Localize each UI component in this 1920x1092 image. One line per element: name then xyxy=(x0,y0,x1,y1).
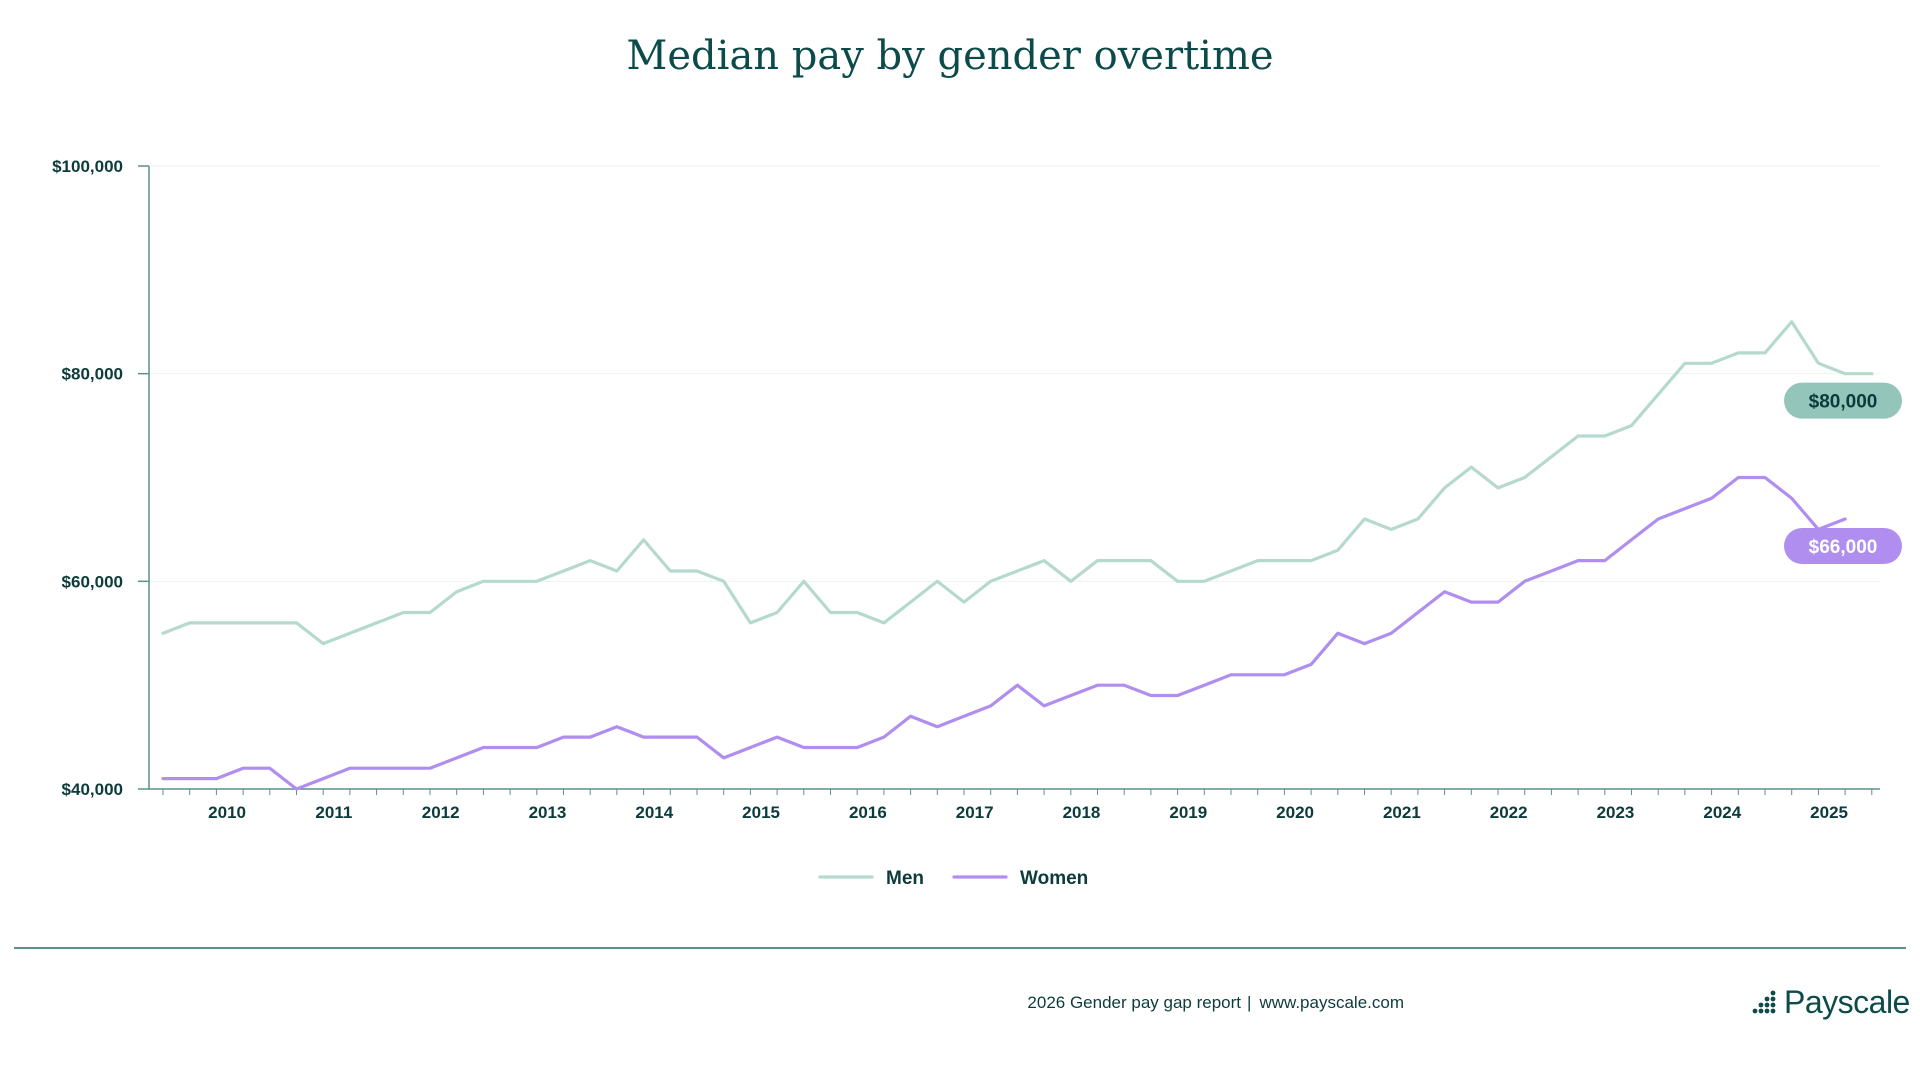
payscale-dots-icon xyxy=(1752,990,1776,1013)
x-tick-label: 2015 xyxy=(742,803,780,822)
end-value-badges: $80,000 $66,000 xyxy=(1784,382,1902,565)
legend-label-men: Men xyxy=(886,868,924,889)
x-tick-labels: 2010 2011 2012 2013 2014 2015 2016 2017 2018 2019… xyxy=(208,803,1848,822)
x-tick-label: 2020 xyxy=(1276,803,1314,822)
chart-title: Median pay by gender overtime xyxy=(626,33,1273,79)
y-tick-label: $40,000 xyxy=(62,780,123,799)
y-tick-label: $80,000 xyxy=(62,365,123,384)
x-tick-label: 2011 xyxy=(315,803,352,822)
x-tick-label: 2010 xyxy=(208,803,246,822)
x-tick-label: 2019 xyxy=(1169,803,1207,822)
x-tick-label: 2012 xyxy=(422,803,460,822)
series-line-men xyxy=(161,320,1874,646)
footer-separator: | xyxy=(1247,993,1252,1012)
end-badge-label-women: $66,000 xyxy=(1809,537,1878,558)
y-tick-labels: $40,000 $60,000 $80,000 $100,000 xyxy=(52,157,123,799)
x-tick-label: 2016 xyxy=(849,803,887,822)
axes xyxy=(138,165,1880,795)
footer-report-title: 2026 Gender pay gap report xyxy=(1027,993,1242,1012)
x-tick-label: 2024 xyxy=(1703,803,1741,822)
footer-divider xyxy=(14,947,1906,949)
end-badge-women xyxy=(1784,528,1902,565)
footer-text: 2026 Gender pay gap report | www.payscale.… xyxy=(1027,993,1404,1013)
y-tick-label: $100,000 xyxy=(52,157,123,176)
x-tick-label: 2025 xyxy=(1810,803,1848,822)
payscale-logo: Payscale xyxy=(1752,984,1910,1021)
legend-label-women: Women xyxy=(1020,868,1088,889)
series-line-women xyxy=(161,475,1847,791)
x-tick-label: 2014 xyxy=(635,803,673,822)
payscale-brand-name: Payscale xyxy=(1784,984,1910,1020)
end-badge-label-men: $80,000 xyxy=(1809,392,1878,413)
x-tick-label: 2017 xyxy=(956,803,994,822)
x-tick-label: 2022 xyxy=(1490,803,1528,822)
y-tick-label: $60,000 xyxy=(62,572,123,591)
chart: Median pay by gender overtime $40,000 $60… xyxy=(52,33,1902,889)
x-tick-label: 2021 xyxy=(1383,803,1421,822)
series-lines xyxy=(161,320,1874,791)
footer-url-link[interactable]: www.payscale.com xyxy=(1259,993,1404,1012)
legend: Men Women xyxy=(818,868,1088,889)
x-tick-label: 2018 xyxy=(1063,803,1101,822)
x-tick-label: 2013 xyxy=(529,803,567,822)
end-badge-men xyxy=(1784,382,1902,419)
x-tick-label: 2023 xyxy=(1597,803,1635,822)
gridlines xyxy=(149,165,1880,582)
